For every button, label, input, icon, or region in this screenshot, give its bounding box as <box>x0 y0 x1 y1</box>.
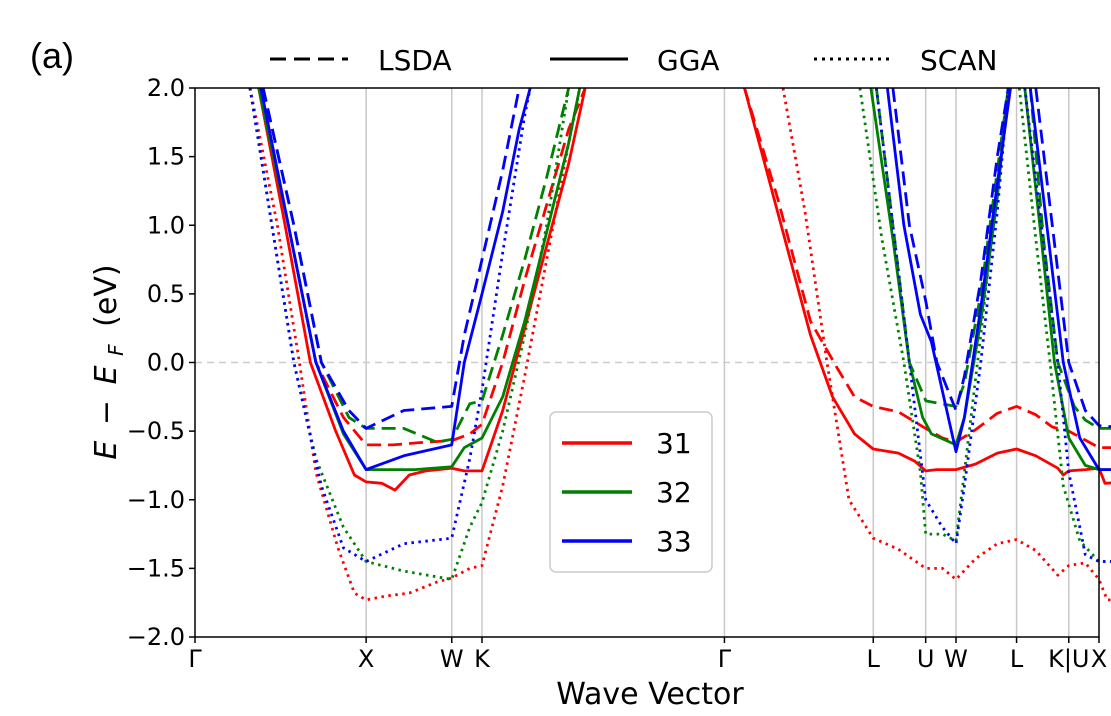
legend-32-label: 32 <box>656 476 692 509</box>
x-tick-label: K <box>474 645 491 673</box>
y-tick-label: −1.5 <box>127 554 185 582</box>
x-tick-label: L <box>867 645 881 673</box>
band-series-line <box>886 87 1012 454</box>
y-axis-title-e: E <box>89 441 124 460</box>
band-lines <box>248 87 1111 602</box>
band-series-line <box>743 87 1111 450</box>
style-legend: LSDA GGA SCAN <box>270 44 997 77</box>
y-axis-title-ef: E <box>89 365 124 384</box>
band-series-line <box>257 87 587 492</box>
y-axis-title-sub: F <box>104 344 128 356</box>
y-tick-label: 1.5 <box>147 143 185 171</box>
x-tick-label: W <box>440 645 464 673</box>
x-tick-label: Γ <box>188 645 202 673</box>
band-series-line <box>1023 87 1111 563</box>
y-tick-label: 0.5 <box>147 280 185 308</box>
legend-33-label: 33 <box>656 525 692 558</box>
band-series-line <box>248 87 532 563</box>
legend-31-label: 31 <box>656 427 692 460</box>
y-axis-title-minus: − <box>89 400 124 425</box>
y-axis-title-unit: (eV) <box>89 264 124 326</box>
y-tick-label: −1.0 <box>127 486 185 514</box>
y-tick-label: 2.0 <box>147 74 185 102</box>
x-tick-label: X <box>358 645 374 673</box>
x-tick-label: X <box>1091 645 1107 673</box>
legend-scan-label: SCAN <box>920 44 997 77</box>
band-series-line <box>261 87 571 444</box>
panel-label: (a) <box>30 35 74 76</box>
legend-lsda-label: LSDA <box>378 44 452 77</box>
band-series-line <box>261 87 521 430</box>
y-tick-label: −2.0 <box>127 623 185 651</box>
band-series-line <box>1034 87 1111 429</box>
y-tick-label: −0.5 <box>127 417 185 445</box>
band-series-line <box>1028 87 1111 472</box>
y-axis-ticks: −2.0 −1.5 −1.0 −0.5 0.0 0.5 1.0 1.5 2.0 <box>127 74 195 651</box>
band-series-line <box>1017 87 1111 563</box>
band-series-line <box>259 87 587 447</box>
x-axis-title: Wave Vector <box>556 677 744 712</box>
x-tick-label: Γ <box>718 645 732 673</box>
x-axis-ticks: Γ X W K Γ L U W L K|U X <box>188 637 1107 673</box>
y-tick-label: 1.0 <box>147 211 185 239</box>
band-series-line <box>875 87 1010 408</box>
legend-gga-label: GGA <box>657 44 720 77</box>
series-legend: 31 32 33 <box>549 411 713 573</box>
y-tick-label: 0.0 <box>147 349 185 377</box>
band-series-line <box>259 87 532 472</box>
y-axis-title: E − E F (eV) <box>89 264 131 459</box>
band-series-line <box>743 87 1111 485</box>
x-tick-label: U <box>917 645 935 673</box>
band-series-line <box>248 87 582 602</box>
x-tick-label: W <box>944 645 968 673</box>
x-tick-label: K|U <box>1048 645 1089 673</box>
x-tick-label: L <box>1010 645 1024 673</box>
